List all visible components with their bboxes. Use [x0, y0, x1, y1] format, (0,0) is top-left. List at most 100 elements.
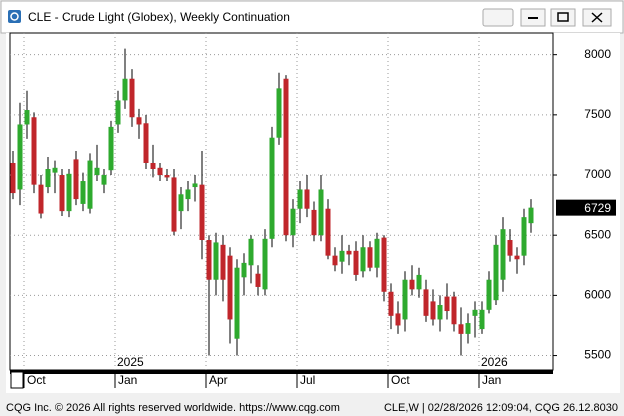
candle-body	[255, 273, 261, 287]
app-icon-glyph	[10, 12, 19, 21]
candle-body	[318, 189, 324, 236]
candle-body	[234, 267, 240, 339]
candle-body	[108, 126, 114, 171]
candle-body	[241, 262, 247, 278]
candle-body	[423, 289, 429, 316]
year-label: 2026	[481, 355, 508, 369]
candle-body	[500, 229, 506, 280]
candle-body	[465, 323, 471, 334]
candle-body	[24, 110, 30, 125]
candle-body	[262, 238, 268, 290]
candle-body	[31, 117, 37, 185]
candle-body	[514, 255, 520, 260]
x-tick-label: Oct	[391, 373, 410, 387]
candle-body	[150, 162, 156, 170]
candle-body	[178, 194, 184, 212]
maximize-glyph	[557, 12, 569, 22]
candle-body	[304, 189, 310, 209]
candle-body	[311, 209, 317, 236]
candle-body	[171, 177, 177, 232]
candle-body	[192, 183, 198, 188]
maximize-button[interactable]	[550, 8, 576, 27]
candle-body	[136, 117, 142, 125]
y-tick-label: 6500	[584, 227, 611, 241]
candle-body	[430, 301, 436, 320]
candle-body	[353, 250, 359, 275]
candle-body	[213, 242, 219, 280]
candle-body	[479, 309, 485, 330]
y-tick-label: 7000	[584, 167, 611, 181]
x-tick-label: Jan	[482, 373, 501, 387]
candle-body	[10, 162, 16, 194]
candle-body	[269, 137, 275, 239]
candle-body	[59, 175, 65, 212]
candle-body	[199, 184, 205, 241]
candle-body	[374, 238, 380, 268]
x-tick-label: Jul	[300, 373, 315, 387]
y-tick-label: 6000	[584, 288, 611, 302]
candle-body	[402, 279, 408, 320]
candle-body	[227, 255, 233, 320]
candle-body	[437, 305, 443, 320]
candle-body	[87, 160, 93, 209]
footer-right: CLE,W | 02/28/2026 12:09:04, CQG 26.12.8…	[384, 402, 618, 414]
candle-body	[80, 181, 86, 204]
candle-body	[472, 309, 478, 316]
x-tick-label: Apr	[209, 373, 228, 387]
x-tick-label: Oct	[27, 373, 46, 387]
candle-body	[395, 313, 401, 326]
candle-body	[164, 175, 170, 178]
time-strip	[10, 370, 553, 374]
candle-body	[451, 296, 457, 325]
link-button[interactable]	[482, 8, 514, 27]
candle-body	[297, 189, 303, 209]
candle-body	[17, 124, 23, 190]
candle-body	[444, 296, 450, 312]
title-bar	[0, 0, 624, 34]
candle-body	[416, 274, 422, 290]
candle-body	[38, 184, 44, 214]
y-tick-label: 5500	[584, 348, 611, 362]
candle-body	[486, 279, 492, 310]
candle-body	[143, 123, 149, 163]
candle-body	[360, 247, 366, 272]
last-price-label: 6729	[584, 201, 611, 215]
candle-body	[276, 88, 282, 138]
candle-body	[94, 167, 100, 176]
close-glyph	[591, 12, 603, 23]
candle-body	[325, 208, 331, 256]
year-label: 2025	[117, 355, 144, 369]
x-tick-label: Jan	[118, 373, 137, 387]
window-title: CLE - Crude Light (Globex), Weekly Conti…	[28, 10, 290, 24]
candle-body	[248, 238, 254, 266]
candle-body	[185, 189, 191, 200]
axis-corner	[10, 371, 24, 389]
candle-body	[115, 100, 121, 125]
y-tick-label: 7500	[584, 107, 611, 121]
app-icon	[8, 10, 21, 23]
candle-body	[367, 247, 373, 268]
candle-body	[409, 279, 415, 290]
last-price-box	[556, 199, 616, 216]
candle-body	[346, 250, 352, 255]
candle-body	[528, 207, 534, 224]
candle-body	[101, 175, 107, 185]
candle-body	[52, 167, 58, 173]
footer-left: CQG Inc. © 2026 All rights reserved worl…	[6, 402, 340, 414]
candle-body	[339, 250, 345, 262]
candle-body	[157, 167, 163, 176]
candle-body	[381, 237, 387, 292]
candle-body	[220, 244, 226, 280]
candle-body	[283, 78, 289, 236]
candle-body	[458, 324, 464, 334]
candle-body	[507, 240, 513, 256]
candle-body	[206, 240, 212, 280]
candle-body	[388, 291, 394, 316]
candle-body	[45, 169, 51, 188]
candle-body	[122, 78, 128, 101]
candle-body	[493, 244, 499, 301]
candle-body	[73, 159, 79, 200]
candle-body	[129, 78, 135, 118]
candle-body	[521, 217, 527, 256]
